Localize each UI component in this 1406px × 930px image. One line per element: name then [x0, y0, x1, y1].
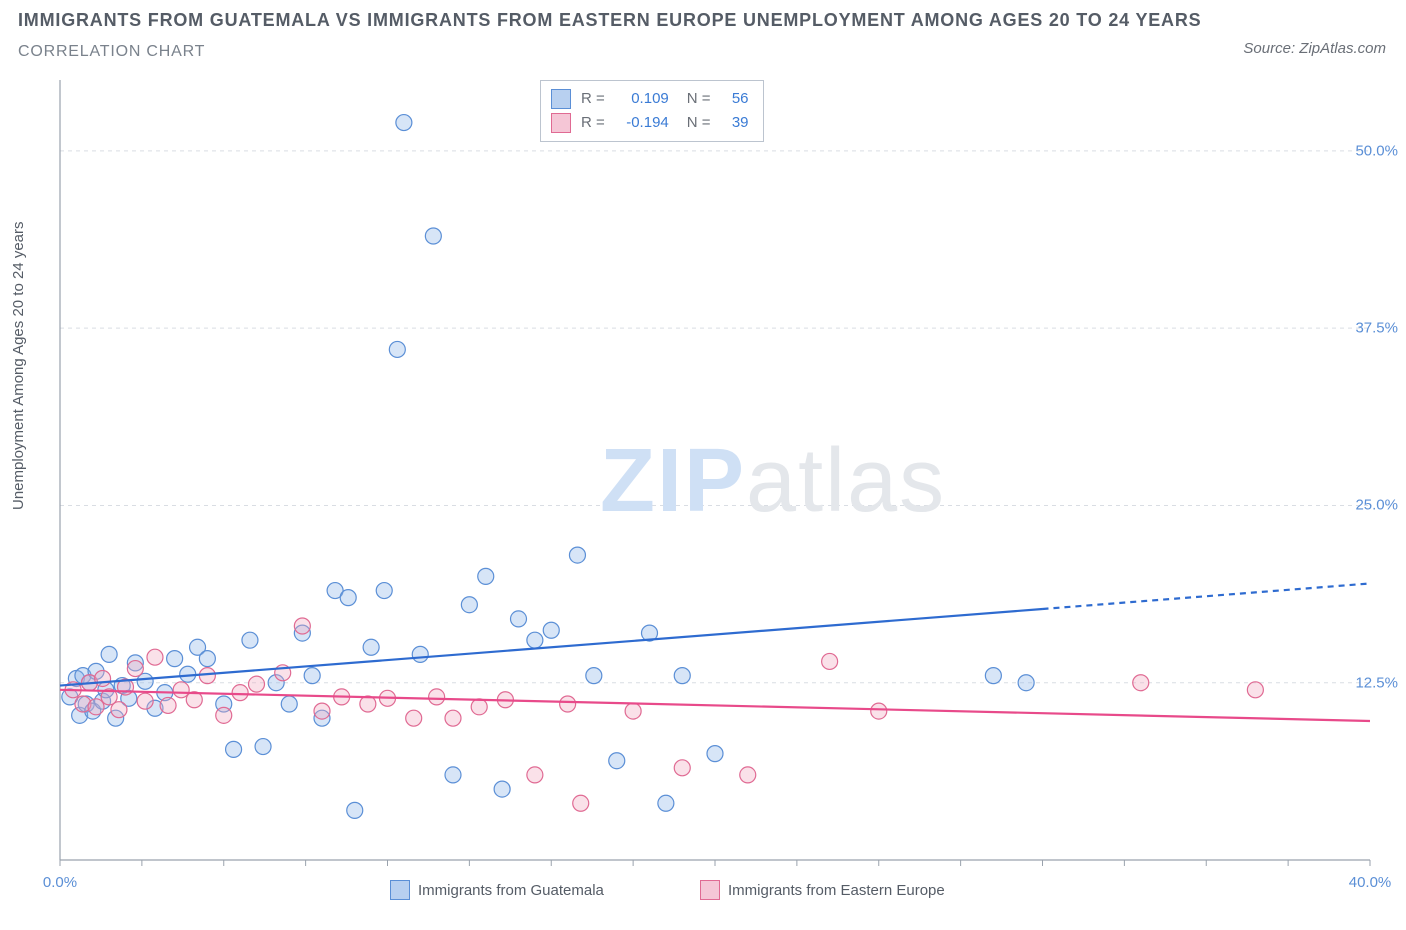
stats-row-guatemala: R =0.109N =56	[551, 87, 749, 111]
legend-label-guatemala: Immigrants from Guatemala	[418, 882, 604, 899]
source-name: ZipAtlas.com	[1299, 40, 1386, 57]
x-tick-label: 40.0%	[1349, 874, 1392, 891]
chart-title-line1: IMMIGRANTS FROM GUATEMALA VS IMMIGRANTS …	[18, 10, 1388, 31]
y-tick-label: 12.5%	[1355, 674, 1398, 691]
stats-swatch-guatemala	[551, 89, 571, 109]
correlation-stats-box: R =0.109N =56R =-0.194N =39	[540, 80, 764, 142]
y-tick-label: 25.0%	[1355, 497, 1398, 514]
source-attribution: Source: ZipAtlas.com	[1243, 40, 1386, 57]
legend-guatemala: Immigrants from Guatemala	[390, 880, 604, 900]
y-tick-label: 50.0%	[1355, 142, 1398, 159]
legend-swatch-guatemala	[390, 880, 410, 900]
chart-container: Unemployment Among Ages 20 to 24 years 1…	[0, 80, 1406, 930]
legend-label-eastern-europe: Immigrants from Eastern Europe	[728, 882, 945, 899]
chart-title-line2: CORRELATION CHART	[18, 43, 1388, 61]
x-tick-label: 0.0%	[43, 874, 77, 891]
scatter-plot-svg	[0, 80, 1406, 930]
y-tick-label: 37.5%	[1355, 320, 1398, 337]
stats-swatch-eastern_europe	[551, 113, 571, 133]
legend-swatch-eastern-europe	[700, 880, 720, 900]
stats-row-eastern_europe: R =-0.194N =39	[551, 111, 749, 135]
source-prefix: Source:	[1243, 40, 1299, 57]
legend-eastern-europe: Immigrants from Eastern Europe	[700, 880, 945, 900]
